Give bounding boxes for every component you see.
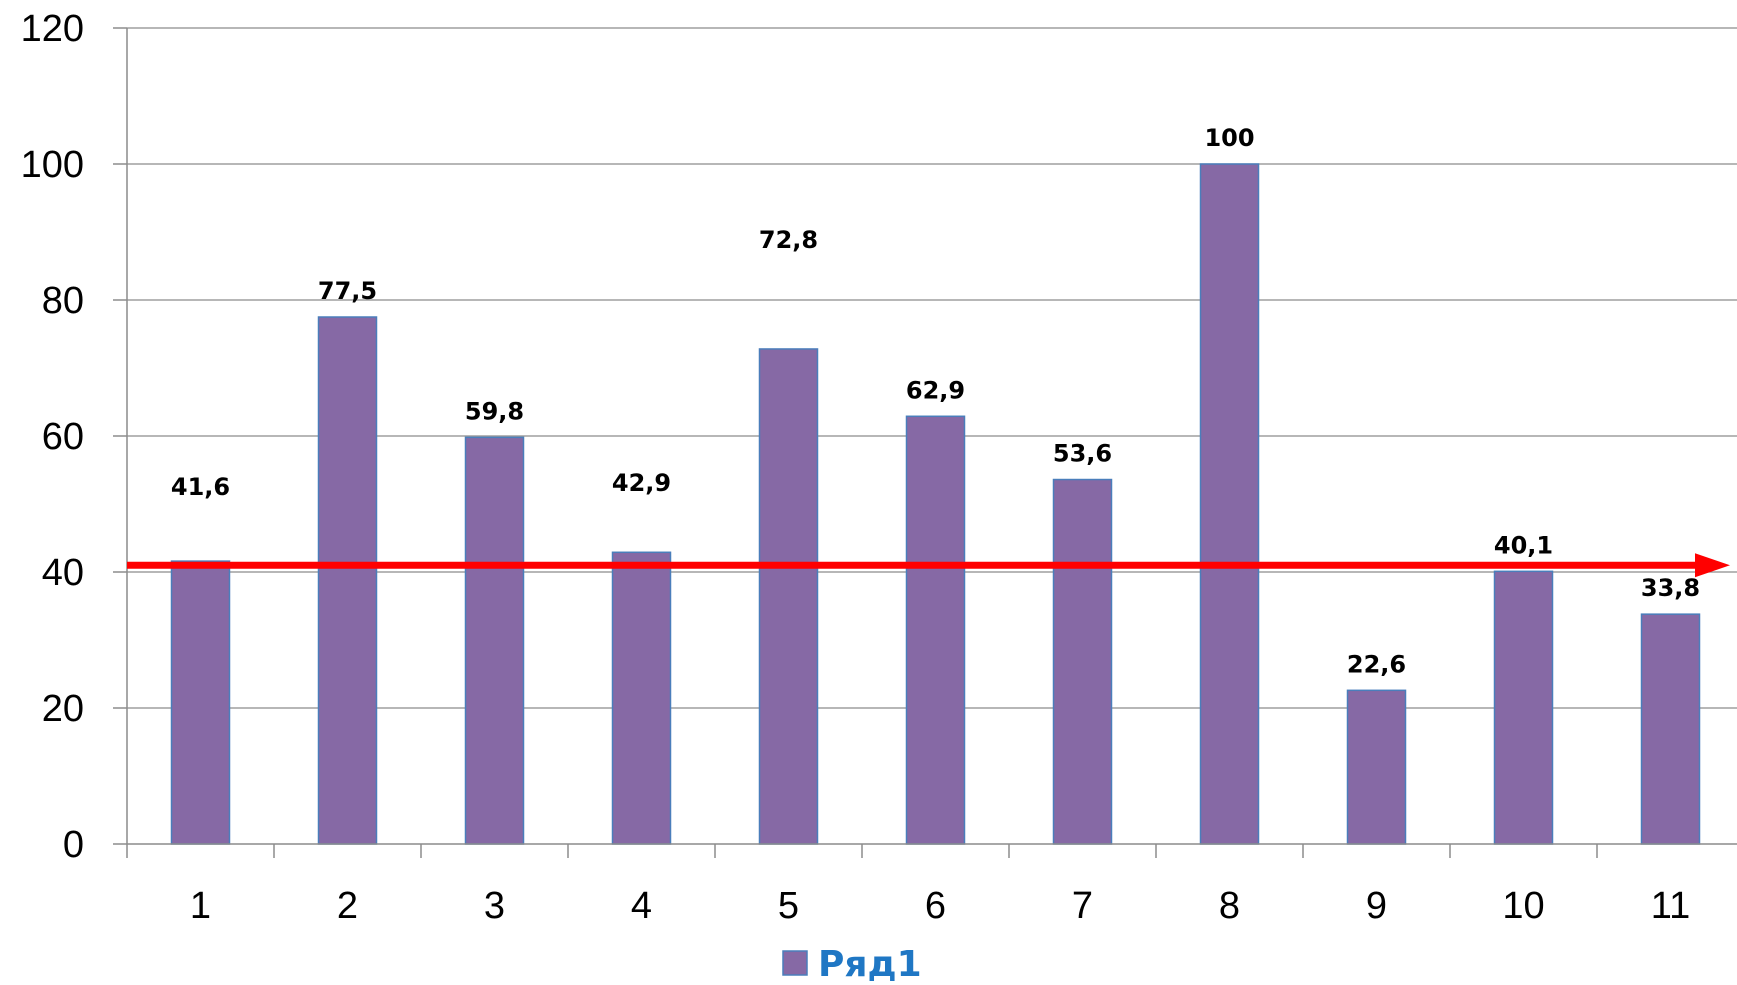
x-tick-label: 9 <box>1366 885 1387 927</box>
y-tick-label: 120 <box>21 8 84 50</box>
x-tick-label: 2 <box>337 885 358 927</box>
bar <box>1052 478 1113 845</box>
x-tick-label: 11 <box>1651 885 1690 927</box>
data-label: 59,8 <box>465 397 524 425</box>
y-tick-label: 100 <box>21 144 84 186</box>
legend: Ряд1 <box>782 944 922 985</box>
data-label: 77,5 <box>318 277 377 305</box>
bar <box>1640 613 1701 845</box>
bar <box>317 316 378 845</box>
data-label: 100 <box>1204 124 1254 152</box>
data-labels: 41,6 77,5 59,8 42,9 72,8 62,9 53,6 100 22,6 40,1 3… <box>171 124 1700 678</box>
x-tick-label: 10 <box>1502 885 1544 927</box>
data-label: 72,8 <box>759 226 818 254</box>
bar <box>758 348 819 845</box>
bar <box>1199 163 1260 845</box>
x-tick-label: 3 <box>484 885 505 927</box>
data-label: 22,6 <box>1347 650 1406 678</box>
y-tick-label: 20 <box>42 688 84 730</box>
x-tick-label: 7 <box>1072 885 1093 927</box>
x-tick-label: 6 <box>925 885 946 927</box>
y-tick-label: 0 <box>63 824 84 866</box>
arrow-head-icon <box>1695 553 1730 578</box>
data-label: 53,6 <box>1053 440 1112 468</box>
bar <box>464 436 525 845</box>
data-label: 33,8 <box>1641 574 1700 602</box>
bar <box>170 560 231 845</box>
reference-line <box>127 553 1730 578</box>
y-tick-label: 80 <box>42 280 84 322</box>
data-label: 40,1 <box>1494 531 1553 559</box>
x-tick-label: 1 <box>190 885 211 927</box>
legend-swatch <box>782 950 808 976</box>
data-label: 62,9 <box>906 376 965 404</box>
bar <box>1493 570 1554 845</box>
x-tick-labels: 1 2 3 4 5 6 7 8 9 10 11 <box>190 885 1690 927</box>
x-tick-label: 4 <box>631 885 652 927</box>
bars <box>170 163 1701 845</box>
bar <box>1346 689 1407 845</box>
x-tick-label: 5 <box>778 885 799 927</box>
data-label: 41,6 <box>171 473 230 501</box>
bar <box>905 415 966 845</box>
y-tick-label: 60 <box>42 416 84 458</box>
y-tick-label: 40 <box>42 552 84 594</box>
y-tick-labels: 0 20 40 60 80 100 120 <box>21 8 84 866</box>
data-label: 42,9 <box>612 469 671 497</box>
x-tick-label: 8 <box>1219 885 1240 927</box>
axes <box>113 27 1737 858</box>
legend-label: Ряд1 <box>818 944 922 985</box>
bar <box>611 551 672 845</box>
